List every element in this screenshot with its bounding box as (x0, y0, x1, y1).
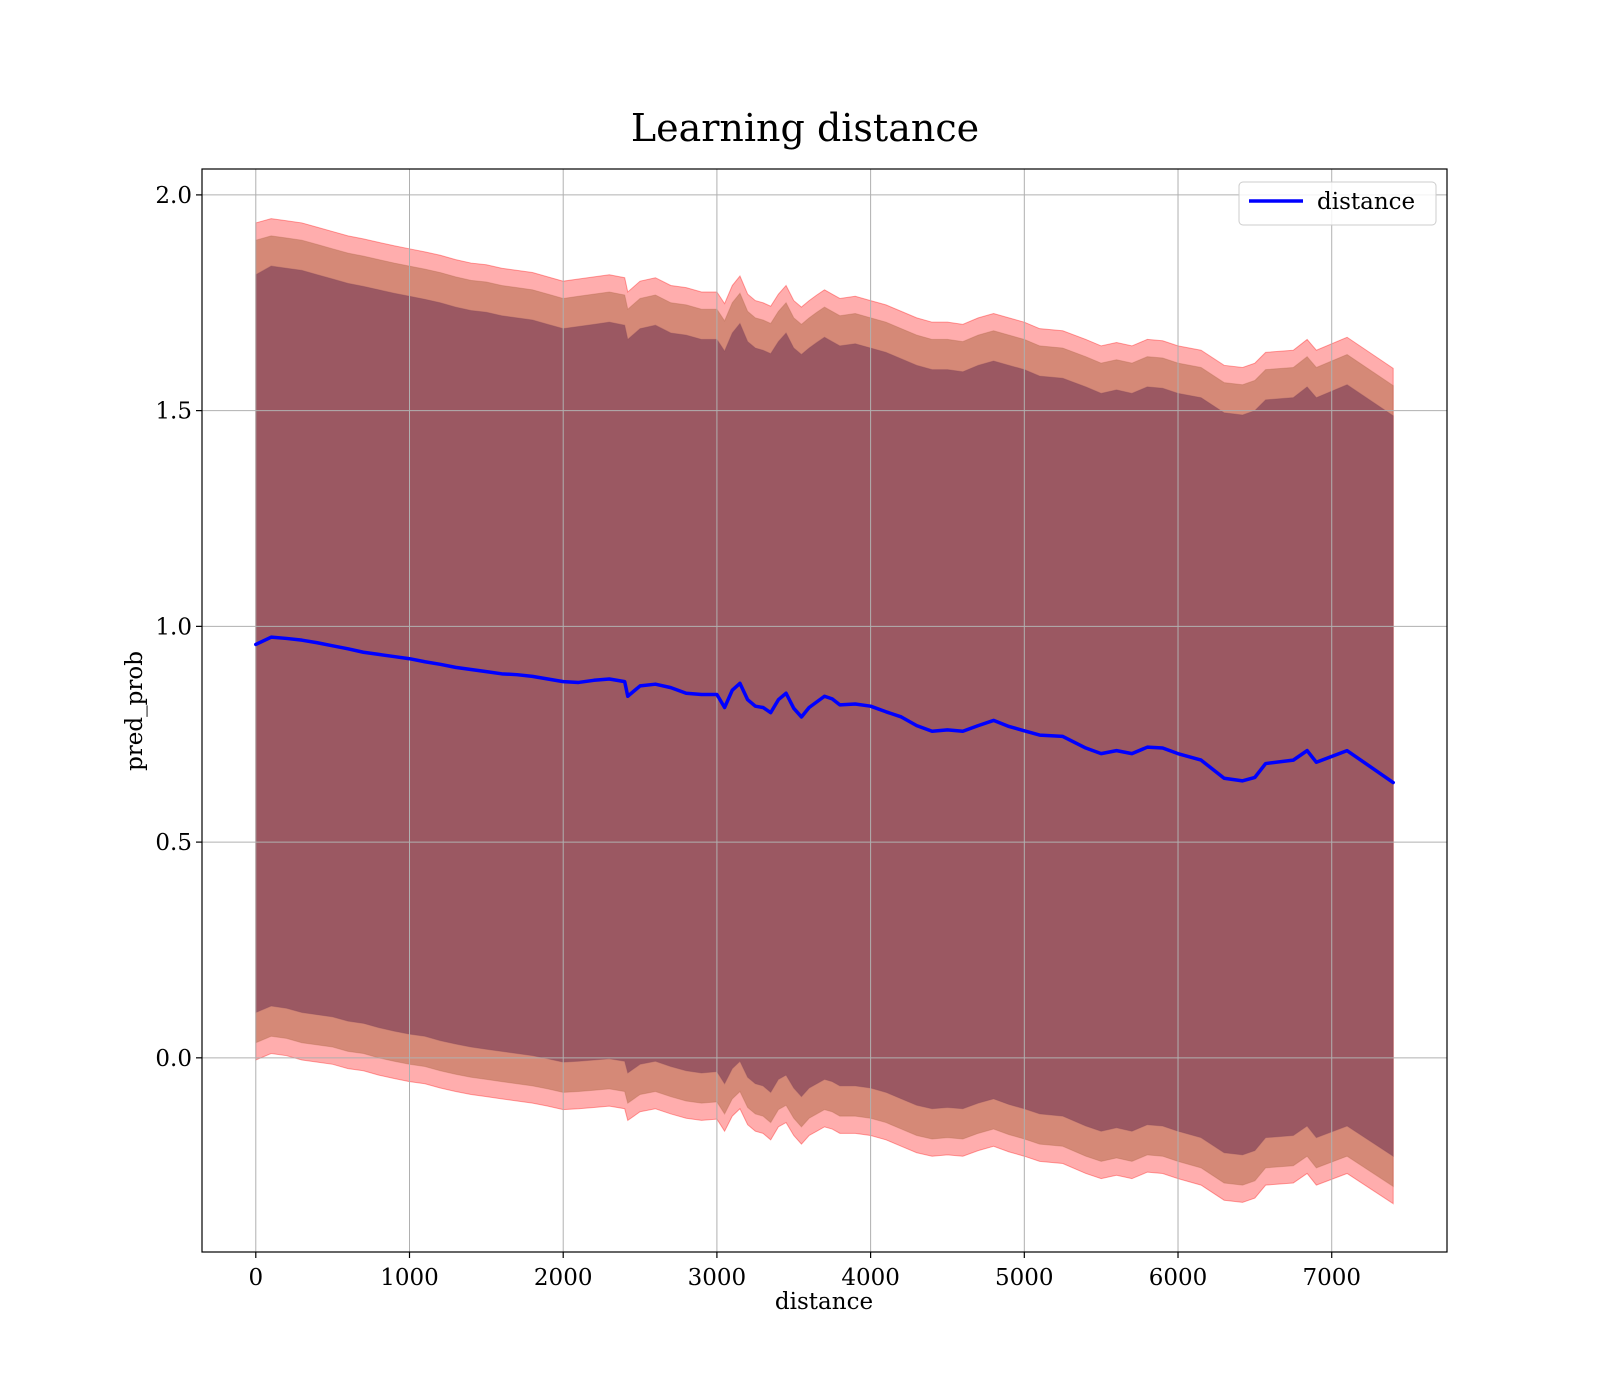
y-tick-label-3: 1.5 (155, 399, 192, 425)
x-axis-ticks: 0 1000 2000 3000 4000 5000 6000 7000 (248, 1252, 1361, 1291)
legend-box (1238, 181, 1437, 226)
y-axis-label: pred_prob (122, 651, 148, 771)
y-tick-label-0: 0.0 (155, 1046, 192, 1072)
grid-lines (202, 169, 1447, 1252)
legend: distance (1238, 181, 1437, 226)
legend-label-distance: distance (1317, 189, 1415, 215)
chart-title: Learning distance (631, 106, 979, 150)
y-axis-ticks: 0.0 0.5 1.0 1.5 2.0 (155, 183, 202, 1072)
x-tick-label-7: 7000 (1302, 1265, 1361, 1291)
x-tick-label-6: 6000 (1149, 1265, 1208, 1291)
x-tick-label-4: 4000 (841, 1265, 900, 1291)
confidence-band-3 (255, 265, 1394, 1158)
y-tick-label-1: 0.5 (155, 830, 192, 856)
y-tick-label-2: 1.0 (155, 614, 192, 640)
y-tick-label-4: 2.0 (155, 183, 192, 209)
plot-area (201, 168, 1448, 1253)
confidence-bands (255, 218, 1394, 1205)
plot-frame (201, 168, 1448, 1253)
x-axis-label: distance (775, 1289, 873, 1315)
series-line-distance (254, 635, 1395, 785)
x-tick-label-1: 1000 (380, 1265, 439, 1291)
x-tick-label-5: 5000 (995, 1265, 1054, 1291)
x-tick-label-2: 2000 (534, 1265, 593, 1291)
x-tick-label-0: 0 (248, 1265, 263, 1291)
series-lines (254, 635, 1395, 785)
x-tick-label-3: 3000 (688, 1265, 747, 1291)
